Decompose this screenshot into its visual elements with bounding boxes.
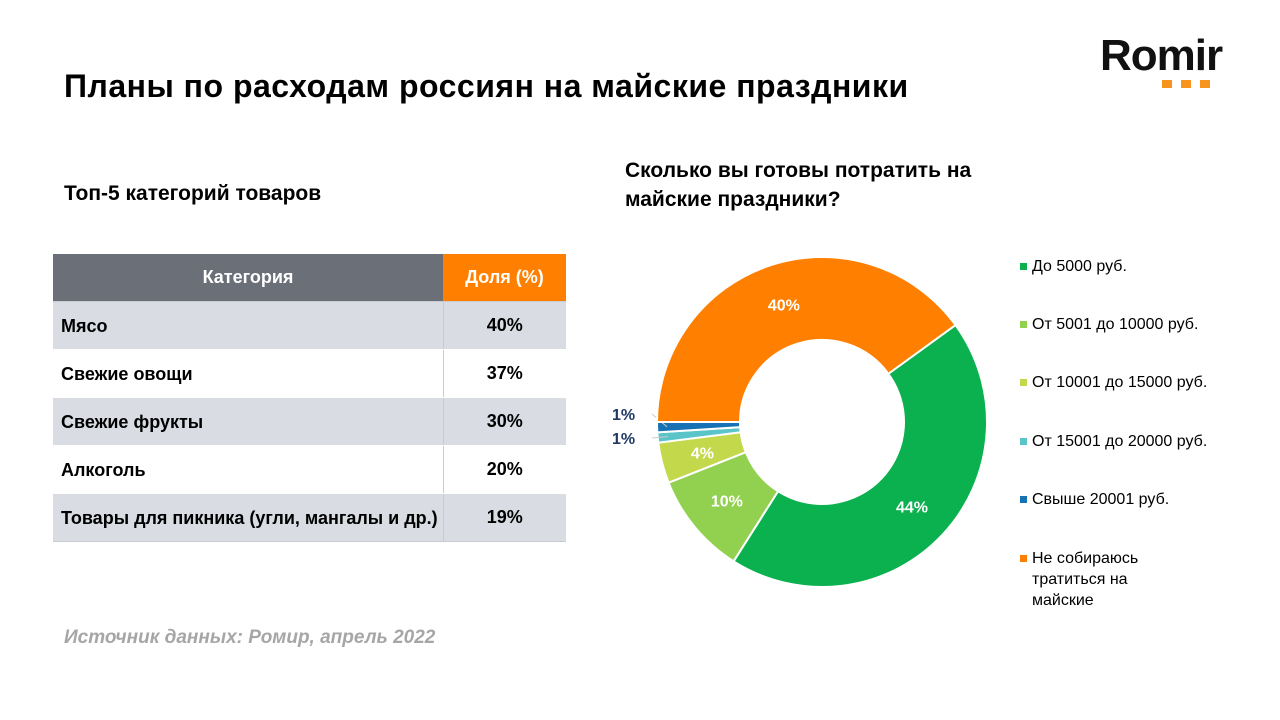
legend-swatch [1020,263,1027,270]
legend-item: Свыше 20001 руб. [1020,489,1232,510]
category-cell: Товары для пикника (угли, мангалы и др.) [53,493,444,542]
donut-slice [655,256,957,423]
slice-label: 4% [691,446,714,463]
table-row: Мясо 40% [53,301,566,350]
category-cell: Алкоголь [53,445,444,494]
logo-text: Romir [1100,31,1223,80]
logo-dots [1162,80,1240,88]
legend-label: Свыше 20001 руб. [1032,491,1170,508]
legend-item: От 15001 до 20000 руб. [1020,431,1212,452]
legend-swatch [1020,555,1027,562]
legend-label: До 5000 руб. [1032,258,1127,275]
table-row: Свежие овощи 37% [53,349,566,398]
legend-label: От 15001 до 20000 руб. [1032,433,1208,450]
share-cell: 37% [443,349,566,398]
share-cell: 19% [443,493,566,542]
legend-item: Не собираюсь тратиться на майские [1020,548,1162,611]
romir-logo: Romir [1100,34,1240,90]
share-cell: 30% [443,397,566,446]
table-row: Товары для пикника (угли, мангалы и др.)… [53,493,566,542]
slice-label: 10% [711,494,743,511]
legend-label: От 10001 до 15000 руб. [1032,374,1208,391]
category-cell: Свежие овощи [53,349,444,398]
header-category: Категория [53,254,443,302]
legend-label: От 5001 до 10000 руб. [1032,316,1199,333]
table-row: Алкоголь 20% [53,445,566,494]
donut-slice [732,323,988,588]
legend-swatch [1020,496,1027,503]
leader-line [651,436,668,439]
table-header: Категория Доля (%) [53,254,566,302]
slice-label: 44% [896,500,928,517]
table-row: Свежие фрукты 30% [53,397,566,446]
legend-item: От 10001 до 15000 руб. [1020,372,1212,393]
legend-swatch [1020,321,1027,328]
category-cell: Мясо [53,301,444,350]
legend-swatch [1020,438,1027,445]
legend-item: От 5001 до 10000 руб. [1020,314,1212,335]
header-share: Доля (%) [443,254,566,302]
category-cell: Свежие фрукты [53,397,444,446]
legend-swatch [1020,379,1027,386]
slice-label: 40% [768,298,800,315]
categories-table: Категория Доля (%) Мясо 40% Свежие овощи 37… [53,254,566,542]
legend-item: До 5000 руб. [1020,256,1232,277]
slice-label: 1% [612,407,635,424]
slice-label: 1% [612,431,635,448]
chart-title: Сколько вы готовы потратить на майские п… [625,159,972,211]
donut-chart: 44% 10% 4% 1% 1% 40% [612,256,988,588]
legend-label: Не собираюсь тратиться на майские [1032,550,1139,609]
table-subtitle: Топ-5 категорий товаров [64,182,322,205]
share-cell: 20% [443,445,566,494]
page-title: Планы по расходам россиян на майские пра… [64,68,909,104]
share-cell: 40% [443,301,566,350]
data-source: Источник данных: Ромир, апрель 2022 [64,627,436,648]
